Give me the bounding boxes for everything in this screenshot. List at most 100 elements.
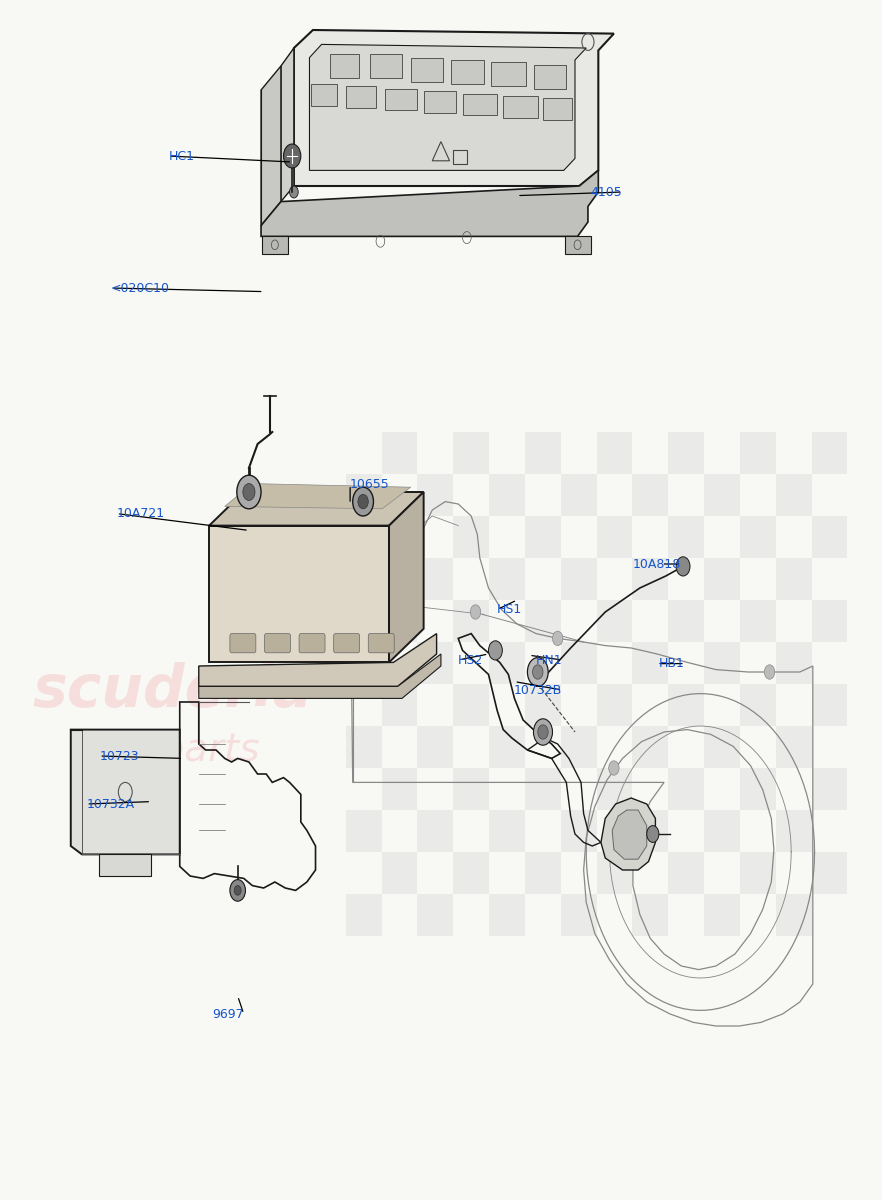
Circle shape <box>289 186 298 198</box>
Bar <box>561 558 596 600</box>
Text: 10A721: 10A721 <box>116 508 165 520</box>
Polygon shape <box>389 492 423 662</box>
Polygon shape <box>423 91 457 113</box>
Circle shape <box>470 605 481 619</box>
Text: HN1: HN1 <box>535 654 562 666</box>
Bar <box>525 852 561 894</box>
Polygon shape <box>281 48 294 202</box>
Polygon shape <box>462 94 497 115</box>
Bar <box>740 852 776 894</box>
Circle shape <box>676 557 690 576</box>
Text: 10723: 10723 <box>100 750 139 762</box>
Text: HS2: HS2 <box>459 654 483 666</box>
Polygon shape <box>209 492 423 526</box>
Text: 10732A: 10732A <box>86 798 134 810</box>
Polygon shape <box>601 798 655 870</box>
Bar <box>704 894 740 936</box>
Polygon shape <box>294 30 614 186</box>
Bar <box>776 642 811 684</box>
Circle shape <box>765 665 774 679</box>
Text: 9697: 9697 <box>212 1008 243 1020</box>
Bar <box>490 558 525 600</box>
Bar <box>525 516 561 558</box>
Circle shape <box>527 658 549 686</box>
Bar <box>776 726 811 768</box>
Polygon shape <box>310 44 587 170</box>
Bar <box>740 432 776 474</box>
Polygon shape <box>198 634 437 686</box>
Circle shape <box>647 826 659 842</box>
Bar <box>453 600 490 642</box>
Bar <box>525 600 561 642</box>
Bar <box>561 474 596 516</box>
Bar <box>382 600 417 642</box>
Circle shape <box>609 761 619 775</box>
Circle shape <box>534 719 552 745</box>
Bar <box>811 852 848 894</box>
Bar <box>490 726 525 768</box>
Bar <box>417 474 453 516</box>
Polygon shape <box>370 54 402 78</box>
Bar <box>632 642 669 684</box>
Polygon shape <box>198 654 441 698</box>
Polygon shape <box>612 810 647 859</box>
Polygon shape <box>346 86 376 108</box>
Bar <box>740 516 776 558</box>
Bar <box>704 558 740 600</box>
Bar <box>669 852 704 894</box>
Bar <box>669 516 704 558</box>
Bar <box>669 768 704 810</box>
Bar <box>490 474 525 516</box>
Text: HB1: HB1 <box>659 658 684 670</box>
Bar <box>632 810 669 852</box>
Bar <box>417 558 453 600</box>
Bar <box>453 684 490 726</box>
Circle shape <box>552 631 563 646</box>
Bar <box>346 894 382 936</box>
Polygon shape <box>385 89 416 110</box>
Bar <box>596 852 632 894</box>
Bar <box>704 642 740 684</box>
Bar <box>453 516 490 558</box>
Circle shape <box>353 487 373 516</box>
Polygon shape <box>311 84 337 106</box>
Bar <box>596 600 632 642</box>
Bar <box>811 432 848 474</box>
Bar <box>561 810 596 852</box>
Bar <box>453 432 490 474</box>
Bar <box>346 474 382 516</box>
FancyBboxPatch shape <box>333 634 360 653</box>
Text: scuderia: scuderia <box>33 661 313 719</box>
Polygon shape <box>262 236 288 254</box>
Circle shape <box>283 144 301 168</box>
Bar <box>561 642 596 684</box>
Bar <box>596 516 632 558</box>
Bar <box>525 432 561 474</box>
Text: 10655: 10655 <box>350 479 390 491</box>
Polygon shape <box>225 484 411 509</box>
Circle shape <box>538 725 549 739</box>
Bar <box>346 642 382 684</box>
Bar <box>417 642 453 684</box>
Bar <box>811 516 848 558</box>
Polygon shape <box>543 98 572 120</box>
FancyBboxPatch shape <box>299 634 325 653</box>
Polygon shape <box>504 96 538 118</box>
Bar <box>382 684 417 726</box>
Bar <box>632 894 669 936</box>
Circle shape <box>358 494 369 509</box>
Text: car parts: car parts <box>86 731 259 769</box>
Bar <box>561 726 596 768</box>
Bar <box>346 558 382 600</box>
Circle shape <box>237 475 261 509</box>
Bar <box>382 852 417 894</box>
Bar <box>382 516 417 558</box>
Bar <box>346 726 382 768</box>
Bar <box>776 474 811 516</box>
Bar <box>490 810 525 852</box>
Bar <box>704 810 740 852</box>
Text: HC1: HC1 <box>168 150 195 162</box>
Bar <box>740 684 776 726</box>
Bar <box>811 768 848 810</box>
Circle shape <box>235 886 241 895</box>
